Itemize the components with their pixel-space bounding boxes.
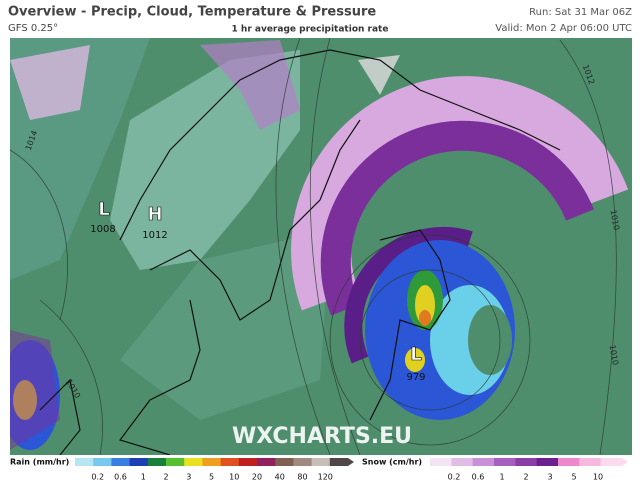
pressure-center-value: 1008 (90, 224, 115, 235)
rain-tick-label: 80 (297, 473, 307, 482)
snow-swatch (600, 458, 623, 466)
snow-swatch (430, 458, 452, 466)
isobar (275, 38, 331, 455)
coastline (39, 378, 81, 455)
rain-tick-label: 1 (141, 473, 146, 482)
rain-tick-label: 3 (186, 473, 191, 482)
coastline (119, 49, 561, 241)
snow-tick-label: 1 (499, 473, 504, 482)
rain-tick-label: 5 (209, 473, 214, 482)
legend: 0.2 0.6 1 2 3 5 10 20 40 80 120 0.2 0.6 1 2 3 5 10 (75, 458, 628, 482)
rain-swatch (329, 458, 349, 466)
pressure-center-type: L (410, 344, 421, 365)
rain-arrow (348, 458, 354, 466)
pressure-center-value: 979 (406, 372, 425, 383)
snow-tick-label: 0.2 (448, 473, 461, 482)
isobar (559, 39, 617, 455)
map-area: 1014 1012 1010 1010 1010 L 1008 H 1012 L… (10, 38, 632, 455)
pressure-center-type: L (98, 199, 109, 220)
snow-tick-label: 3 (547, 473, 552, 482)
rain-legend-label: Rain (mm/hr) (10, 458, 69, 467)
valid-time: Valid: Mon 2 Apr 06:00 UTC (495, 23, 632, 34)
snow-swatch (451, 458, 474, 466)
run-time: Run: Sat 31 Mar 06Z (529, 7, 632, 18)
model: GFS 0.25° (8, 23, 58, 34)
snow-area (10, 330, 60, 450)
rain-swatch (238, 458, 258, 466)
snow-tick-label: 0.6 (472, 473, 485, 482)
rain-tick-label: 40 (275, 473, 285, 482)
isobar-label: 1010 (608, 344, 620, 366)
pressure-center-value: 1012 (142, 230, 167, 241)
snow-swatch (472, 458, 495, 466)
rain-tick-label: 0.2 (91, 473, 104, 482)
snow-swatch (515, 458, 538, 466)
isobar (309, 38, 361, 455)
snow-area (10, 45, 90, 120)
rain-swatch (147, 458, 167, 466)
isobar (10, 149, 69, 321)
rain-swatch (275, 458, 294, 466)
isobar (329, 234, 531, 446)
rain-swatch (311, 458, 331, 466)
snow-band (320, 120, 594, 316)
snow-tick-label: 10 (593, 473, 603, 482)
rain-tick-label: 0.6 (114, 473, 127, 482)
rain-swatch (184, 458, 203, 466)
rain-swatch (202, 458, 222, 466)
snow-swatch (494, 458, 516, 466)
pressure-center-type: H (147, 204, 162, 225)
snow-area (358, 55, 400, 95)
snow-swatch (536, 458, 559, 466)
snow-arrow (622, 458, 628, 466)
rain-area (419, 310, 431, 326)
rain-tick-label: 120 (318, 473, 333, 482)
rain-tick-label: 10 (229, 473, 239, 482)
rain-swatch (220, 458, 240, 466)
snow-band (291, 76, 629, 311)
rain-tick-label: 2 (163, 473, 168, 482)
dry-area (468, 305, 512, 375)
isobar-label: 1010 (609, 209, 621, 231)
rain-swatch (293, 458, 313, 466)
snow-swatch (558, 458, 580, 466)
snow-swatch (579, 458, 602, 466)
rain-area (405, 348, 425, 372)
coastline (119, 299, 201, 455)
sea (120, 230, 330, 420)
rain-tick-label: 20 (252, 473, 262, 482)
snow-tick-label: 5 (571, 473, 576, 482)
snow-legend-label: Snow (cm/hr) (362, 458, 422, 467)
rain-swatch (75, 458, 94, 466)
rain-swatch (111, 458, 131, 466)
rain-swatch (129, 458, 149, 466)
isobar (359, 269, 501, 411)
isobar (39, 299, 103, 455)
rain-swatch (166, 458, 185, 466)
rain-swatch (93, 458, 112, 466)
coastline (149, 119, 361, 321)
snow-tick-label: 2 (523, 473, 528, 482)
subtitle: 1 hr average precipitation rate (232, 25, 389, 35)
rain-swatch (257, 458, 276, 466)
title: Overview - Precip, Cloud, Temperature & … (8, 5, 376, 20)
watermark: WXCHARTS.EU (232, 424, 412, 449)
